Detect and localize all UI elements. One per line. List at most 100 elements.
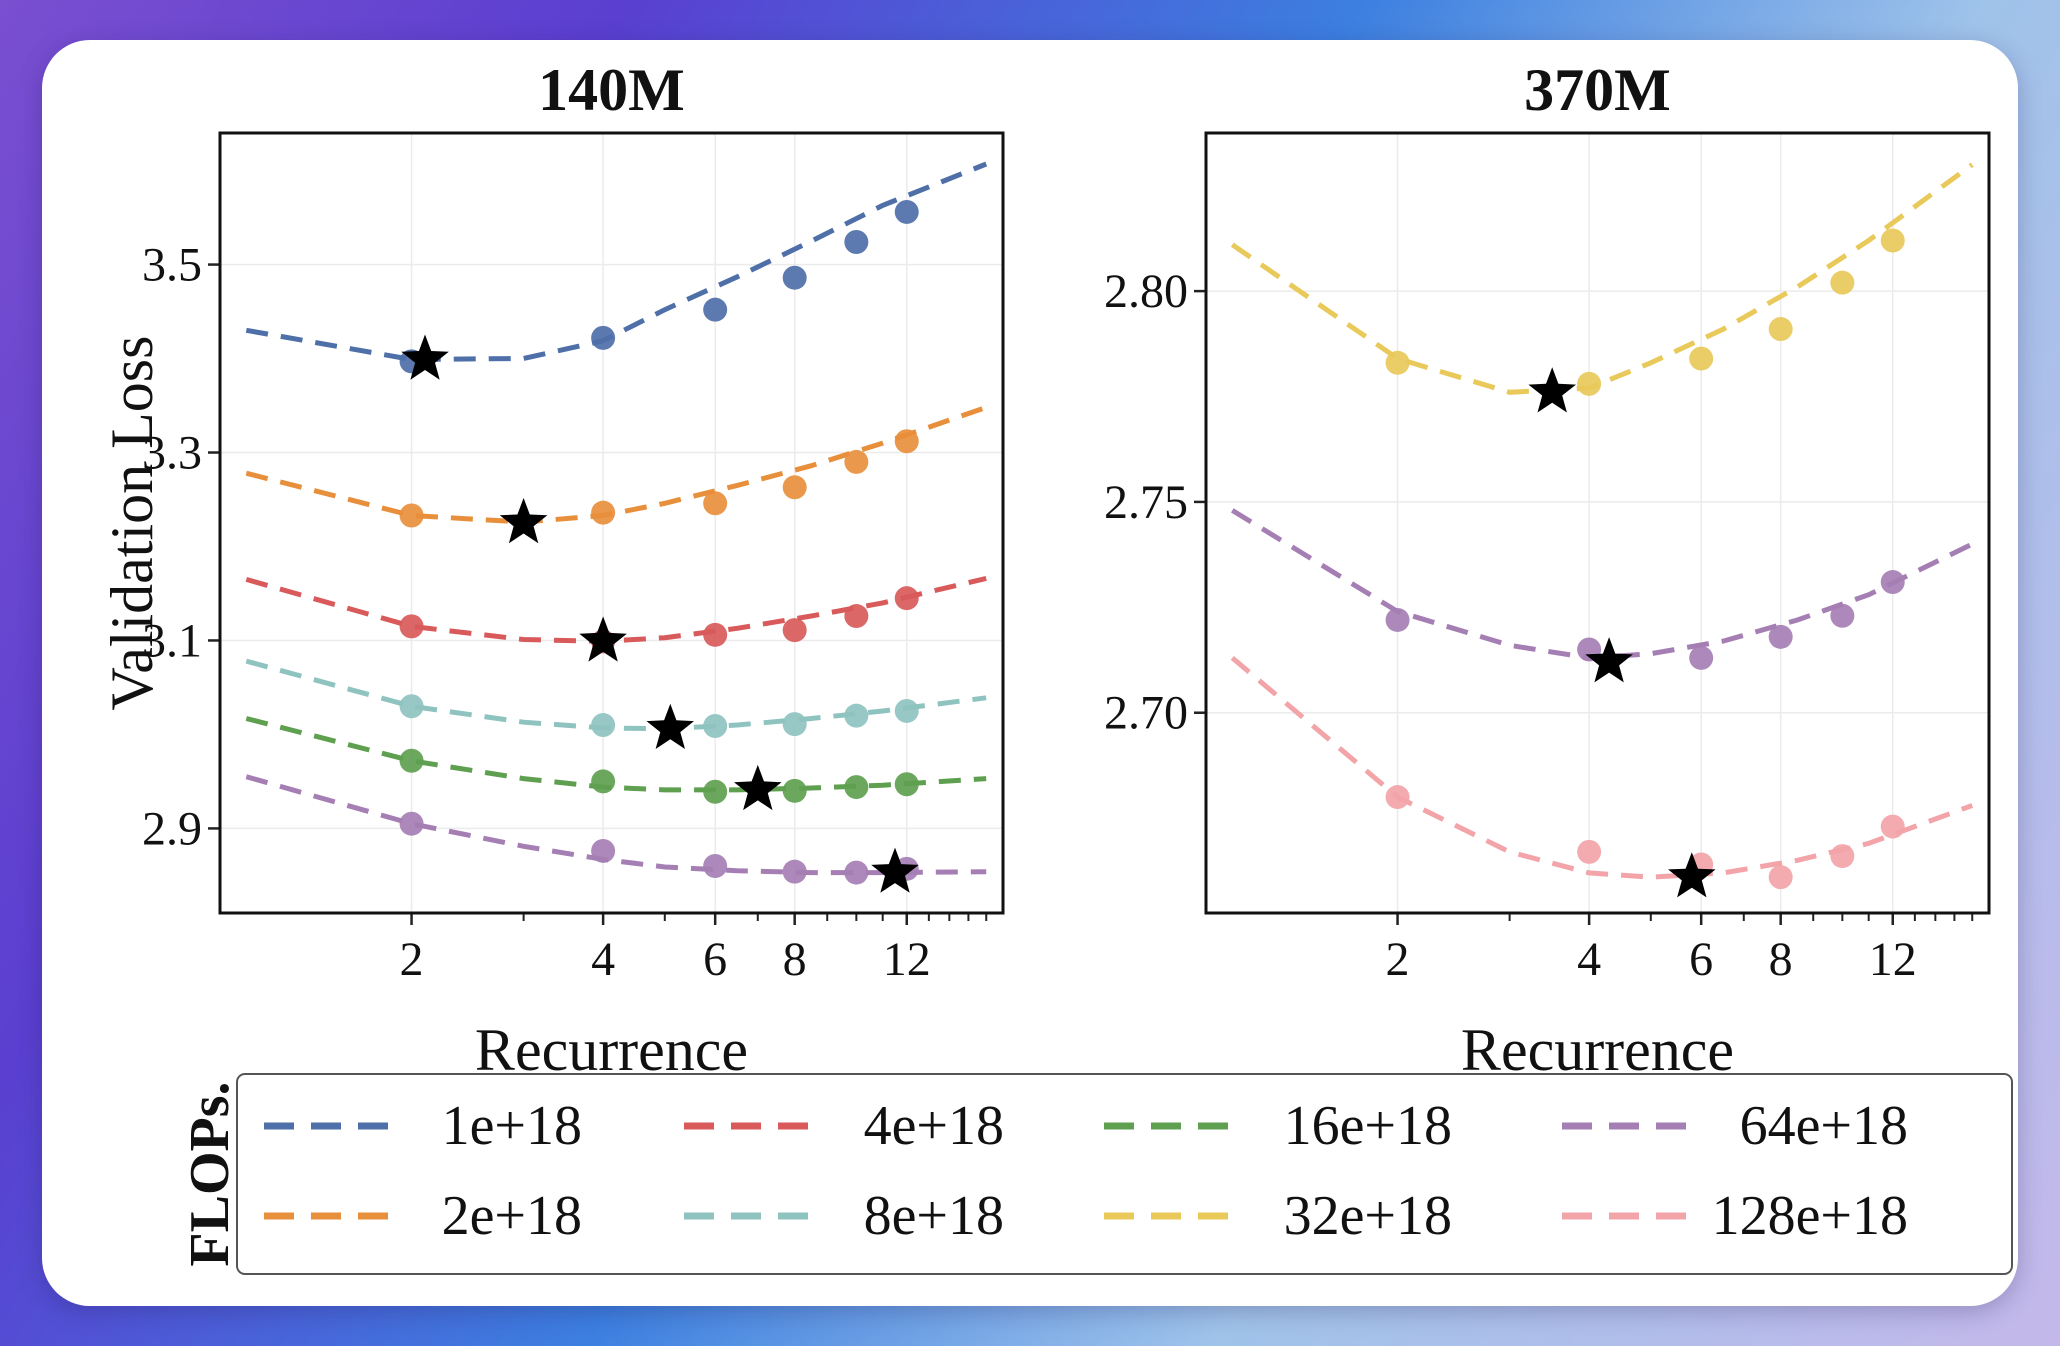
data-point-16e18 [399, 748, 424, 773]
panel-title: 140M [538, 57, 685, 123]
legend-label: 2e+18 [442, 1185, 582, 1247]
data-point-8e18 [894, 698, 919, 723]
data-point-16e18 [894, 772, 919, 797]
data-point-1e18 [703, 297, 728, 322]
data-point-32e18 [1880, 228, 1905, 253]
fit-curve-32e18 [1230, 162, 1974, 395]
x-tick-label: 12 [1869, 933, 1917, 986]
y-tick-label: 3.3 [142, 427, 202, 480]
data-point-4e18 [844, 604, 869, 629]
panel-140m: 140M 2 4 6 8 12 2.9 3.1 3.3 3.5 Recurrence Validati… [99, 57, 1005, 1083]
data-point-64e18 [591, 838, 616, 863]
data-point-2e18 [399, 503, 424, 528]
data-point-128e18 [1385, 785, 1410, 810]
panel-370m: 370M 2 4 6 8 12 2.70 2.75 2.80 Recurrence [1104, 57, 1991, 1083]
data-point-8e18 [399, 694, 424, 719]
figure-svg: 140M 2 4 6 8 12 2.9 3.1 3.3 3.5 Recurrence Validati… [99, 57, 2013, 1275]
data-point-64e18 [844, 860, 869, 885]
data-point-1e18 [591, 325, 616, 350]
figure-card: 140M 2 4 6 8 12 2.9 3.1 3.3 3.5 Recurrence Validati… [42, 40, 2018, 1306]
data-point-64e18 [1830, 603, 1855, 628]
legend-label: 16e+18 [1284, 1095, 1452, 1157]
data-point-16e18 [844, 775, 869, 800]
fit-curve-2e18 [245, 405, 988, 525]
optimum-star-4e18 [579, 616, 627, 662]
x-axis-label: Recurrence [1461, 1017, 1734, 1083]
optimum-star-1e18 [401, 334, 449, 380]
legend-label: 4e+18 [864, 1095, 1004, 1157]
data-point-1e18 [894, 199, 919, 224]
data-point-2e18 [782, 475, 807, 500]
y-tick-label: 3.5 [142, 239, 202, 292]
series-group [245, 161, 988, 893]
legend-label: 32e+18 [1284, 1185, 1452, 1247]
legend: FLOPs. 1e+18 4e+18 16e+18 64e+18 2e+18 8e+18 32… [179, 1073, 2013, 1275]
fit-curve-64e18 [245, 774, 987, 876]
optimum-star-2e18 [499, 498, 548, 544]
fit-curve-1e18 [245, 161, 988, 363]
x-tick-label: 6 [703, 933, 727, 986]
data-point-32e18 [1689, 346, 1714, 371]
legend-label: 8e+18 [864, 1185, 1004, 1247]
data-point-4e18 [894, 586, 919, 611]
data-point-4e18 [703, 622, 728, 647]
data-point-1e18 [844, 230, 869, 255]
data-point-8e18 [844, 703, 869, 728]
data-point-128e18 [1577, 839, 1602, 864]
data-point-64e18 [1385, 607, 1410, 632]
data-point-32e18 [1768, 317, 1793, 342]
plot-frame [218, 131, 1005, 915]
series-group [1230, 162, 1974, 898]
data-point-1e18 [782, 265, 807, 290]
y-tick-label: 2.75 [1104, 476, 1188, 529]
y-tick-label: 2.80 [1104, 265, 1188, 318]
optimum-star-32e18 [1528, 367, 1576, 413]
data-point-8e18 [703, 713, 728, 738]
y-tick-label: 3.1 [142, 614, 202, 667]
data-point-2e18 [591, 500, 616, 525]
optimum-star-64e18 [1585, 637, 1633, 683]
y-tick-label: 2.70 [1104, 687, 1188, 740]
legend-label: 128e+18 [1712, 1185, 1908, 1247]
data-point-4e18 [399, 614, 424, 639]
data-point-16e18 [591, 769, 616, 794]
y-axis-label: Validation Loss [99, 336, 165, 711]
y-tick-label: 2.9 [142, 802, 202, 855]
fit-curve-16e18 [245, 716, 987, 793]
optimum-star-64e18 [871, 847, 919, 893]
data-point-16e18 [782, 778, 807, 803]
data-point-32e18 [1385, 350, 1410, 375]
data-point-2e18 [703, 491, 728, 516]
data-point-128e18 [1830, 844, 1855, 869]
fit-curve-4e18 [245, 575, 987, 644]
data-point-32e18 [1830, 270, 1855, 295]
data-point-64e18 [399, 811, 424, 836]
data-point-32e18 [1577, 371, 1602, 396]
data-point-64e18 [703, 854, 728, 879]
data-point-64e18 [1689, 645, 1714, 670]
data-point-64e18 [1768, 624, 1793, 649]
optimum-star-8e18 [646, 703, 694, 749]
data-point-64e18 [782, 859, 807, 884]
legend-label: 1e+18 [442, 1095, 582, 1157]
grid [1206, 133, 1989, 913]
x-tick-label: 4 [1577, 933, 1601, 986]
fit-curve-8e18 [245, 658, 987, 732]
x-tick-label: 12 [883, 933, 931, 986]
data-point-8e18 [591, 713, 616, 738]
data-point-2e18 [894, 429, 919, 454]
legend-label: 64e+18 [1740, 1095, 1908, 1157]
data-point-4e18 [782, 618, 807, 643]
x-tick-label: 6 [1689, 933, 1713, 986]
grid [220, 133, 1003, 913]
optimum-star-16e18 [734, 764, 782, 811]
x-tick-label: 8 [783, 933, 807, 986]
data-point-8e18 [782, 712, 807, 737]
legend-title: FLOPs. [179, 1081, 241, 1266]
x-tick-label: 2 [400, 933, 424, 986]
data-point-128e18 [1880, 814, 1905, 839]
panel-title: 370M [1524, 57, 1671, 123]
x-tick-label: 8 [1769, 933, 1793, 986]
x-tick-label: 4 [591, 933, 615, 986]
x-tick-label: 2 [1386, 933, 1410, 986]
